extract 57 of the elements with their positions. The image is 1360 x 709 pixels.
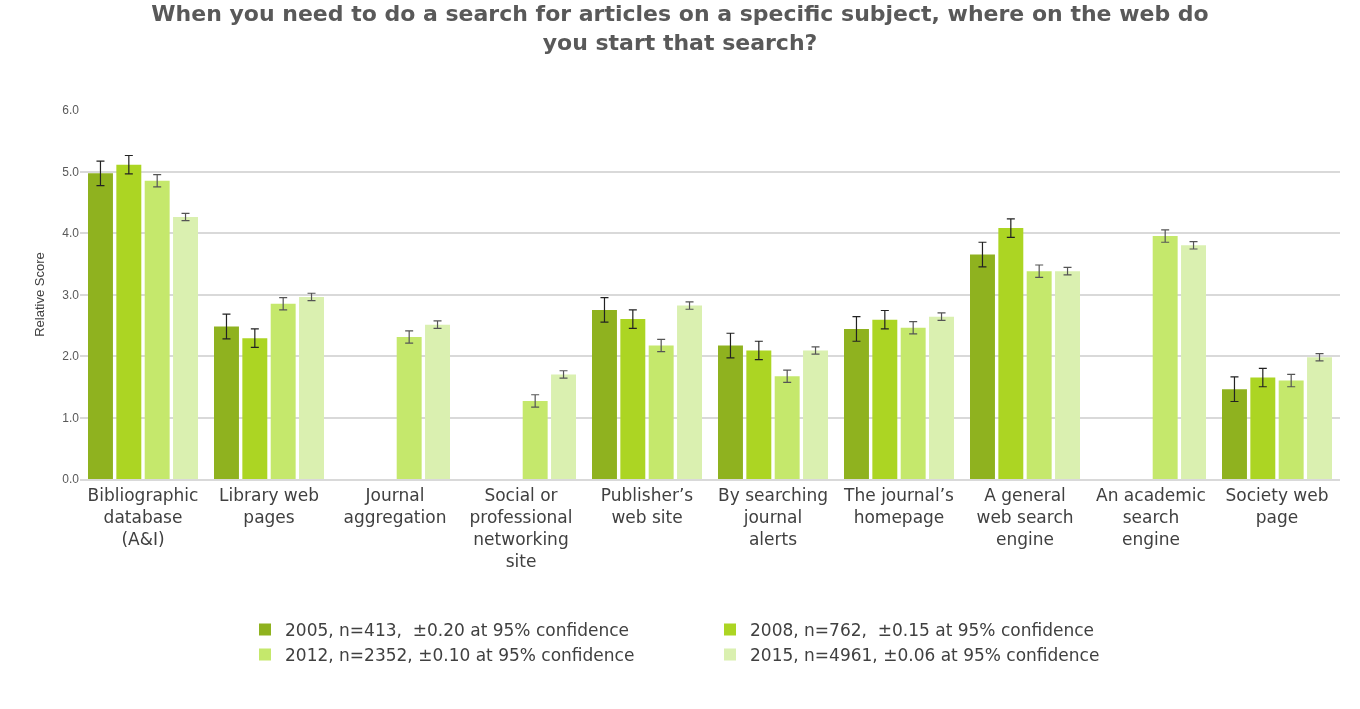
x-tick-label: A general web search engine <box>976 485 1074 550</box>
x-tick-label: Journal aggregation <box>343 485 447 528</box>
bar <box>1026 271 1052 479</box>
x-tick-label: Library web pages <box>219 485 319 528</box>
bar <box>1152 236 1178 479</box>
bar <box>242 338 268 479</box>
x-tick-label: By searching journal alerts <box>718 485 828 550</box>
bar <box>425 324 450 479</box>
x-tick-label: Social or professional networking site <box>469 485 573 572</box>
legend-label: 2012, n=2352, ±0.10 at 95% confidence <box>285 645 635 666</box>
bar <box>970 254 995 479</box>
bar <box>1181 245 1206 479</box>
legend-label: 2008, n=762, ±0.15 at 95% confidence <box>750 620 1094 641</box>
bar <box>620 319 646 479</box>
bar <box>551 374 576 479</box>
y-tick-label: 4.0 <box>62 226 80 241</box>
bar <box>1307 357 1332 479</box>
bar <box>1250 377 1276 479</box>
bar <box>677 305 702 479</box>
bar <box>718 345 743 479</box>
bar <box>746 350 772 479</box>
bar <box>844 328 869 479</box>
y-tick-label: 5.0 <box>62 164 80 179</box>
bar <box>88 173 113 479</box>
legend-label: 2005, n=413, ±0.20 at 95% confidence <box>285 620 629 641</box>
bar <box>1278 380 1304 479</box>
x-tick-label: The journal’s homepage <box>843 485 955 528</box>
bar <box>872 319 898 479</box>
y-tick-label: 2.0 <box>62 349 80 364</box>
y-tick-label: 0.0 <box>62 472 80 487</box>
bar <box>1055 271 1080 479</box>
bar <box>803 350 828 479</box>
y-tick-label: 6.0 <box>62 103 80 118</box>
bar <box>173 217 198 479</box>
bar <box>648 345 674 479</box>
legend-label: 2015, n=4961, ±0.06 at 95% confidence <box>750 645 1100 666</box>
bar <box>214 326 239 479</box>
x-tick-label: Bibliographic database (A&I) <box>87 485 199 550</box>
y-axis-title: Relative Score <box>32 252 47 337</box>
bar <box>299 296 324 479</box>
chart-title: When you need to do a search for articles on a specific subject, where on the web do you start that search? <box>151 1 1209 55</box>
bar <box>592 309 617 479</box>
bar <box>774 376 800 479</box>
x-tick-label: Society web page <box>1225 485 1329 528</box>
bar <box>998 228 1024 479</box>
y-tick-label: 3.0 <box>62 287 80 302</box>
bar <box>270 303 296 479</box>
bar <box>900 327 926 479</box>
bar <box>522 400 548 479</box>
bar <box>929 316 954 479</box>
bar <box>116 164 142 479</box>
y-tick-label: 1.0 <box>62 410 80 425</box>
x-tick-label: Publisher’s web site <box>600 485 694 528</box>
bar <box>396 336 422 479</box>
x-tick-label: An academic search engine <box>1096 485 1206 550</box>
bar <box>144 180 170 479</box>
bar <box>1222 389 1247 479</box>
